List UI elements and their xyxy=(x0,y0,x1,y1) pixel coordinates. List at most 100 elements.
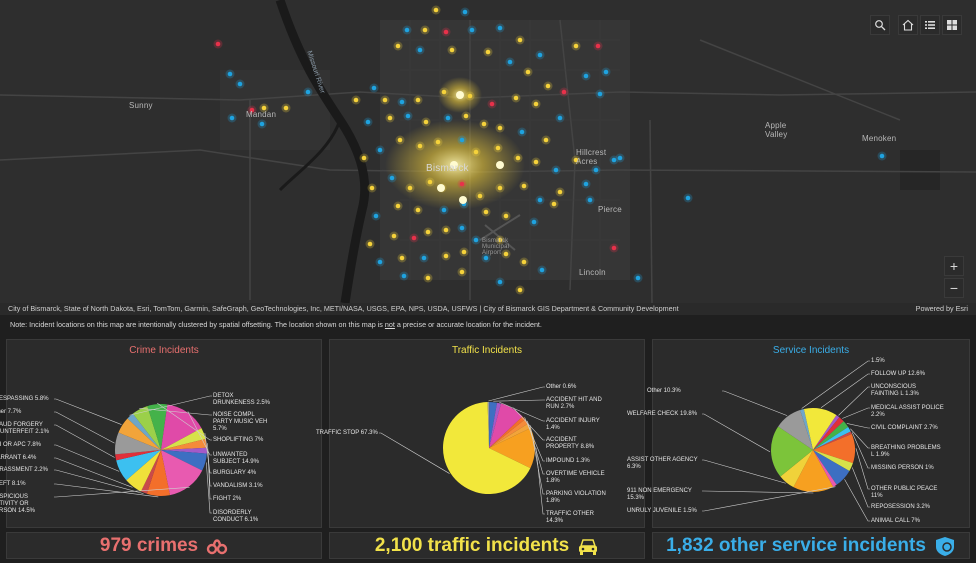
incident-point[interactable] xyxy=(557,189,563,195)
incident-point[interactable] xyxy=(227,71,233,77)
incident-point[interactable] xyxy=(305,89,311,95)
incident-cluster[interactable] xyxy=(459,196,467,204)
incident-point[interactable] xyxy=(517,37,523,43)
incident-point[interactable] xyxy=(237,81,243,87)
incident-point[interactable] xyxy=(459,137,465,143)
incident-point[interactable] xyxy=(443,29,449,35)
pie-slice[interactable] xyxy=(489,416,525,448)
incident-point[interactable] xyxy=(469,27,475,33)
incident-point[interactable] xyxy=(461,249,467,255)
incident-point[interactable] xyxy=(405,113,411,119)
incident-point[interactable] xyxy=(399,255,405,261)
incident-point[interactable] xyxy=(533,159,539,165)
incident-point[interactable] xyxy=(611,245,617,251)
incident-point[interactable] xyxy=(635,275,641,281)
pie-slice[interactable] xyxy=(489,423,531,448)
incident-point[interactable] xyxy=(249,107,255,113)
incident-point[interactable] xyxy=(531,219,537,225)
incident-cluster[interactable] xyxy=(496,161,504,169)
incident-point[interactable] xyxy=(423,119,429,125)
incident-point[interactable] xyxy=(459,269,465,275)
incident-point[interactable] xyxy=(425,275,431,281)
incident-cluster[interactable] xyxy=(437,184,445,192)
incident-point[interactable] xyxy=(445,115,451,121)
incident-point[interactable] xyxy=(573,157,579,163)
incident-point[interactable] xyxy=(259,121,265,127)
incident-point[interactable] xyxy=(497,237,503,243)
incident-point[interactable] xyxy=(387,115,393,121)
incident-point[interactable] xyxy=(441,207,447,213)
pie-slice[interactable] xyxy=(161,447,207,454)
incident-point[interactable] xyxy=(459,181,465,187)
incident-point[interactable] xyxy=(525,69,531,75)
incident-point[interactable] xyxy=(513,95,519,101)
pie-slice[interactable] xyxy=(443,402,531,494)
incident-point[interactable] xyxy=(417,47,423,53)
pie-slice[interactable] xyxy=(161,428,206,450)
incident-point[interactable] xyxy=(425,229,431,235)
incident-point[interactable] xyxy=(483,209,489,215)
incident-point[interactable] xyxy=(435,139,441,145)
incident-point[interactable] xyxy=(483,255,489,261)
zoom-out-button[interactable]: − xyxy=(944,278,964,298)
pie-slice[interactable] xyxy=(487,402,490,448)
incident-point[interactable] xyxy=(603,69,609,75)
pie-slice[interactable] xyxy=(115,432,161,455)
pie-slice[interactable] xyxy=(126,450,161,492)
incident-point[interactable] xyxy=(261,105,267,111)
incident-point[interactable] xyxy=(497,185,503,191)
incident-point[interactable] xyxy=(543,137,549,143)
pie-slice[interactable] xyxy=(813,427,851,450)
home-button[interactable] xyxy=(898,15,918,35)
incident-point[interactable] xyxy=(497,125,503,131)
incident-point[interactable] xyxy=(503,213,509,219)
pie-slice[interactable] xyxy=(489,428,535,469)
incident-point[interactable] xyxy=(369,185,375,191)
incident-point[interactable] xyxy=(215,41,221,47)
legend-button[interactable] xyxy=(920,15,940,35)
basemap-gallery-button[interactable] xyxy=(942,15,962,35)
incident-point[interactable] xyxy=(517,287,523,293)
incident-point[interactable] xyxy=(551,201,557,207)
pie-slice[interactable] xyxy=(118,418,161,450)
incident-point[interactable] xyxy=(382,97,388,103)
incident-point[interactable] xyxy=(443,227,449,233)
incident-point[interactable] xyxy=(371,85,377,91)
pie-slice[interactable] xyxy=(771,426,813,477)
incident-point[interactable] xyxy=(467,93,473,99)
incident-point[interactable] xyxy=(459,225,465,231)
pie-slice[interactable] xyxy=(127,413,161,450)
pie-slice[interactable] xyxy=(778,410,813,450)
incident-point[interactable] xyxy=(395,203,401,209)
incident-point[interactable] xyxy=(441,89,447,95)
incident-point[interactable] xyxy=(463,113,469,119)
incident-point[interactable] xyxy=(449,47,455,53)
incident-point[interactable] xyxy=(557,115,563,121)
incident-point[interactable] xyxy=(473,149,479,155)
incident-point[interactable] xyxy=(462,9,468,15)
incident-point[interactable] xyxy=(401,273,407,279)
incident-point[interactable] xyxy=(481,121,487,127)
pie-slice[interactable] xyxy=(813,433,855,464)
incident-point[interactable] xyxy=(617,155,623,161)
incident-point[interactable] xyxy=(593,167,599,173)
incident-point[interactable] xyxy=(399,99,405,105)
pie-slice[interactable] xyxy=(115,450,161,461)
incident-point[interactable] xyxy=(417,143,423,149)
pie-slice[interactable] xyxy=(161,450,203,496)
incident-point[interactable] xyxy=(489,101,495,107)
incident-point[interactable] xyxy=(367,241,373,247)
incident-cluster[interactable] xyxy=(456,91,464,99)
incident-point[interactable] xyxy=(415,207,421,213)
incident-point[interactable] xyxy=(537,52,543,58)
incident-point[interactable] xyxy=(407,185,413,191)
incident-point[interactable] xyxy=(283,105,289,111)
incident-point[interactable] xyxy=(521,183,527,189)
pie-slice[interactable] xyxy=(813,415,840,450)
pie-slice[interactable] xyxy=(140,450,161,494)
incident-cluster[interactable] xyxy=(450,161,458,169)
incident-point[interactable] xyxy=(389,175,395,181)
pie-slice[interactable] xyxy=(780,450,813,488)
incident-point[interactable] xyxy=(397,137,403,143)
incident-point[interactable] xyxy=(573,43,579,49)
